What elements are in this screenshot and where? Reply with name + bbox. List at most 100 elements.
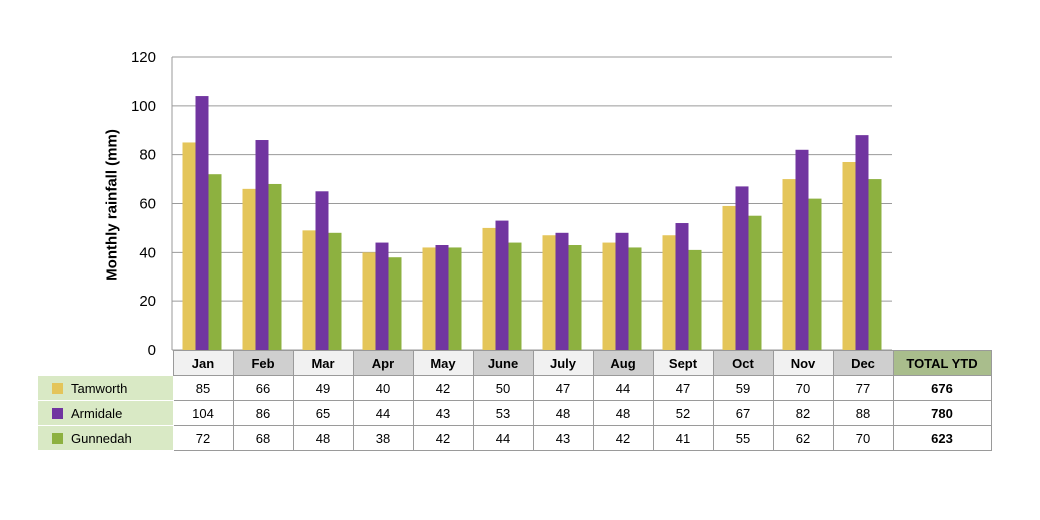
bar-armidale-aug [615,232,629,350]
month-header: June [472,350,534,376]
bars [182,96,882,350]
table-cell: 77 [832,375,894,401]
table-row: Gunnedah 72 68 48 38 42 44 43 42 41 55 62 70 623 [37,425,992,451]
table-cell: 43 [532,425,594,451]
legend-entry: Gunnedah [37,425,174,451]
table-cell: 86 [232,400,294,426]
bar-armidale-july [555,232,569,350]
month-header: Dec [832,350,894,376]
table-row: Tamworth 85 66 49 40 42 50 47 44 47 59 70 77 676 [37,375,992,401]
month-header: July [532,350,594,376]
table-cell: 62 [772,425,834,451]
bar-gunnedah-may [448,247,462,350]
table-cell: 70 [772,375,834,401]
table-cell: 72 [172,425,234,451]
bar-armidale-mar [315,191,329,350]
bar-armidale-sept [675,223,689,350]
bar-tamworth-feb [242,188,256,350]
y-axis-ticks: 0 20 40 60 80 100 120 [131,49,156,359]
y-tick-label: 120 [131,49,156,66]
table-cell: 88 [832,400,894,426]
table-cell: 53 [472,400,534,426]
y-tick-label: 100 [131,98,156,115]
table-cell: 49 [292,375,354,401]
y-tick-label: 40 [139,244,156,261]
table-cell: 65 [292,400,354,426]
month-header: Feb [232,350,294,376]
total-cell: 676 [892,375,992,401]
table-cell: 70 [832,425,894,451]
table-cell: 41 [652,425,714,451]
table-corner [38,351,174,376]
bar-gunnedah-sept [688,249,702,350]
data-table: Jan Feb Mar Apr May June July Aug Sept Oct Nov Dec T… [37,350,992,451]
total-header: TOTAL YTD [892,350,992,376]
table-cell: 47 [532,375,594,401]
bar-gunnedah-jan [208,174,222,350]
bar-armidale-may [435,245,449,350]
legend-entry: Armidale [37,400,174,426]
table-cell: 40 [352,375,414,401]
bar-tamworth-jan [182,142,196,350]
gridlines [171,56,892,351]
table-cell: 59 [712,375,774,401]
bar-tamworth-nov [782,179,796,350]
y-tick-label: 0 [148,342,156,359]
bar-tamworth-sept [662,235,676,350]
table-cell: 67 [712,400,774,426]
legend-label: Armidale [71,405,123,421]
month-header: Jan [172,350,234,376]
bar-armidale-dec [855,135,869,350]
bar-gunnedah-dec [868,179,882,350]
table-cell: 47 [652,375,714,401]
total-cell: 780 [892,400,992,426]
table-cell: 44 [352,400,414,426]
legend-entry: Tamworth [37,375,174,401]
table-cell: 48 [292,425,354,451]
bar-tamworth-apr [362,252,376,350]
month-header: Nov [772,350,834,376]
bar-gunnedah-aug [628,247,642,350]
bar-tamworth-oct [722,205,736,350]
bar-tamworth-mar [302,230,316,350]
legend-swatch [52,407,63,419]
month-header: Mar [292,350,354,376]
legend-label: Tamworth [71,380,128,396]
y-tick-label: 20 [139,293,156,310]
table-cell: 44 [472,425,534,451]
table-cell: 44 [592,375,654,401]
bar-tamworth-may [422,247,436,350]
bar-tamworth-aug [602,242,616,350]
bar-armidale-jan [195,96,209,350]
bar-armidale-oct [735,186,749,350]
legend-label: Gunnedah [71,430,132,446]
bar-gunnedah-nov [808,198,822,350]
table-cell: 104 [172,400,234,426]
table-cell: 85 [172,375,234,401]
bar-gunnedah-apr [388,257,402,350]
table-cell: 55 [712,425,774,451]
table-cell: 48 [532,400,594,426]
bar-gunnedah-july [568,245,582,350]
bar-armidale-apr [375,242,389,350]
bar-gunnedah-mar [328,232,342,350]
y-tick-label: 60 [139,196,156,213]
month-header: Sept [652,350,714,376]
legend-swatch [52,432,63,444]
month-header: May [412,350,474,376]
table-cell: 43 [412,400,474,426]
table-cell: 42 [412,375,474,401]
table-cell: 42 [412,425,474,451]
bar-gunnedah-feb [268,183,282,350]
bar-armidale-feb [255,140,269,350]
bar-gunnedah-oct [748,215,762,350]
bar-tamworth-june [482,227,496,350]
table-cell: 68 [232,425,294,451]
table-cell: 50 [472,375,534,401]
table-cell: 66 [232,375,294,401]
table-row: Armidale 104 86 65 44 43 53 48 48 52 67 82 88 780 [37,400,992,426]
table-cell: 82 [772,400,834,426]
legend-swatch [52,382,63,394]
y-tick-label: 80 [139,147,156,164]
